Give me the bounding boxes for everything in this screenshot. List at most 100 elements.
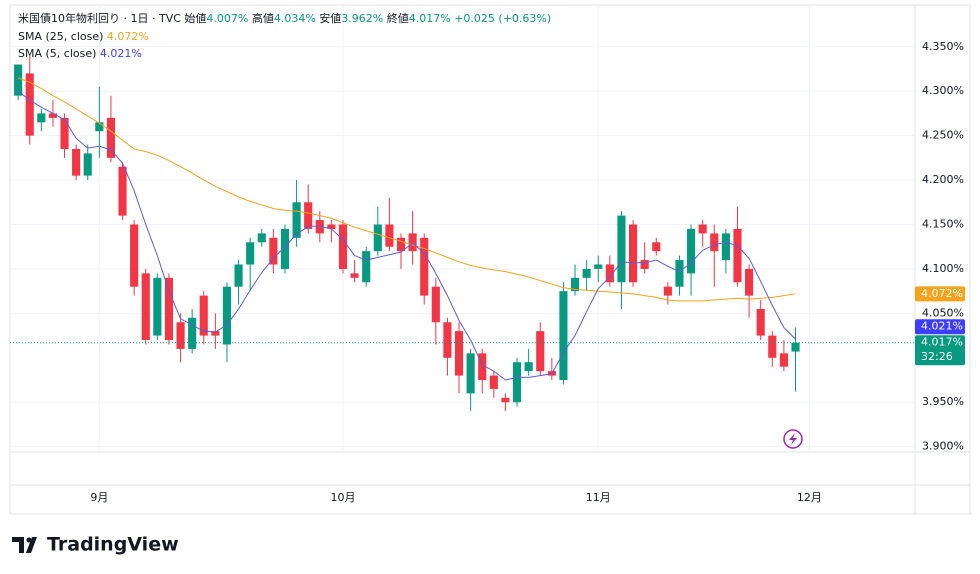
- candle-body: [257, 233, 266, 243]
- candle-body: [234, 264, 243, 287]
- candle-body: [420, 237, 429, 296]
- icon-circle: [783, 429, 803, 449]
- y-tick-label: 4.200%: [922, 173, 964, 186]
- y-tick-label: 4.100%: [922, 262, 964, 275]
- candle-body: [396, 237, 406, 252]
- candle-body: [95, 122, 104, 132]
- candle-body: [733, 228, 742, 283]
- candle-body: [652, 242, 661, 252]
- y-tick-label: 4.150%: [922, 218, 964, 231]
- candle-body: [466, 353, 475, 394]
- price-badge-label: 4.017%: [921, 336, 963, 349]
- candle-body: [721, 233, 730, 261]
- price-badge-label: 4.021%: [921, 320, 963, 333]
- candle-body: [280, 228, 290, 269]
- candle-body: [443, 322, 452, 358]
- candle-body: [570, 277, 580, 292]
- frame: [9, 4, 971, 515]
- price-badge: [915, 319, 965, 335]
- price-badge: [915, 286, 965, 302]
- change: +0.025 (+0.63%): [454, 12, 551, 25]
- header: 米国債10年物利回り · 1日 · TVC 始値4.007% 高値4.034% …: [18, 11, 551, 25]
- alert-icon[interactable]: [783, 429, 803, 449]
- legend-entry[interactable]: SMA (5, close) 4.021%: [18, 47, 142, 60]
- candle-body: [478, 353, 487, 381]
- candle-body: [779, 353, 788, 367]
- logo-dot: [26, 537, 32, 543]
- candle-body: [431, 286, 440, 323]
- candle-body: [559, 291, 568, 381]
- value: 3.962%: [341, 12, 383, 25]
- candle-body: [617, 215, 626, 283]
- candle-body: [83, 153, 92, 176]
- candle-body: [338, 224, 348, 269]
- candle-body: [350, 273, 359, 278]
- candle-body: [640, 260, 649, 269]
- x-tick-label: 11月: [586, 491, 611, 504]
- legend-value: 4.021%: [100, 47, 142, 60]
- y-tick-label: 4.050%: [922, 306, 964, 319]
- candle-body: [489, 375, 498, 389]
- logo-mark: [12, 537, 37, 553]
- legend-name: SMA (25, close): [18, 30, 103, 43]
- y-tick-label: 4.300%: [922, 84, 964, 97]
- candle-body: [362, 251, 371, 283]
- candle-body: [106, 117, 116, 158]
- x-tick-label: 12月: [797, 491, 822, 504]
- candle-body: [710, 233, 719, 252]
- x-tick-label: 9月: [90, 491, 108, 504]
- candle-body: [675, 260, 684, 287]
- value: 4.034%: [274, 12, 316, 25]
- candle-body: [37, 113, 46, 123]
- y-tick-label: 4.350%: [922, 40, 964, 53]
- candle-body: [327, 224, 336, 229]
- candle-body: [292, 202, 301, 238]
- candle-body: [605, 264, 614, 283]
- candle-body: [199, 295, 208, 336]
- candle-body: [25, 73, 34, 136]
- legend-value: 4.072%: [107, 30, 149, 43]
- candle-body: [48, 113, 57, 118]
- candle-body: [687, 228, 696, 274]
- candle-body: [791, 342, 800, 352]
- label: 始値: [184, 11, 206, 25]
- candle-body: [501, 397, 510, 403]
- candle-body: [663, 286, 672, 296]
- candle-body: [698, 224, 707, 234]
- value: 4.017%: [409, 12, 451, 25]
- symbol: 米国債10年物利回り · 1日 · TVC: [18, 11, 181, 25]
- candle-body: [385, 224, 394, 247]
- candle-body: [594, 264, 603, 269]
- countdown: 32:26: [921, 350, 953, 363]
- candle-body: [14, 64, 23, 96]
- candle-body: [628, 224, 638, 283]
- candle-body: [454, 331, 464, 376]
- candle-body: [141, 273, 150, 341]
- label: 安値: [319, 11, 341, 25]
- candle-body: [536, 331, 545, 372]
- y-tick-label: 3.950%: [922, 395, 964, 408]
- candle-body: [408, 233, 417, 252]
- label: 終値: [387, 11, 409, 25]
- candle-body: [60, 117, 69, 149]
- value: 4.007%: [206, 12, 248, 25]
- candle-body: [269, 237, 278, 265]
- candle-body: [246, 242, 255, 265]
- y-tick-label: 4.250%: [922, 129, 964, 142]
- price-badge: [915, 335, 965, 366]
- candle-body: [512, 362, 522, 403]
- candle-body: [582, 268, 591, 278]
- legend-entry[interactable]: SMA (25, close) 4.072%: [18, 30, 149, 43]
- candle-body: [222, 286, 232, 345]
- icon-bolt: [789, 433, 797, 445]
- candle-body: [211, 331, 220, 336]
- candle-body: [130, 224, 139, 287]
- candle-body: [756, 308, 765, 336]
- candle-body: [768, 335, 777, 358]
- price-badge-label: 4.072%: [921, 287, 963, 300]
- logo-text: TradingView: [47, 534, 179, 556]
- candle-body: [745, 268, 754, 296]
- logo[interactable]: TradingView: [12, 534, 179, 556]
- plot: 3.900% 3.950% 4.050% 4.100% 4.150% 4.200% 4.25…: [10, 5, 965, 504]
